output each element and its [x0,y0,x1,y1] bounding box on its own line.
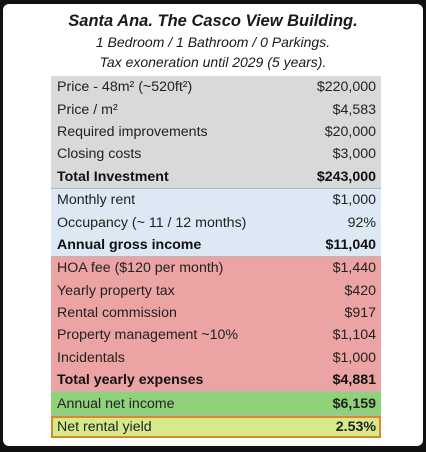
table-row-total-yearly-expenses: Total yearly expenses $4,881 [51,369,381,391]
row-label: Annual net income [57,395,175,412]
table-row-rental-commission: Rental commission $917 [51,302,381,324]
table-row-annual-net-income: Annual net income $6,159 [51,392,381,414]
row-value: $4,881 [332,372,376,389]
row-label: Required improvements [57,123,208,140]
row-label: Total Investment [57,168,169,185]
table-row-total-investment: Total Investment $243,000 [51,166,381,188]
row-label: Yearly property tax [57,282,175,299]
net-income-section: Annual net income $6,159 [51,392,381,416]
row-label: Net rental yield [57,419,152,436]
table-row-monthly-rent: Monthly rent $1,000 [51,189,381,211]
page-title: Santa Ana. The Casco View Building. [68,12,358,30]
table-row-occupancy: Occupancy (~ 11 / 12 months) 92% [51,211,381,233]
row-label: HOA fee ($120 per month) [57,260,224,277]
row-value: $220,000 [316,79,376,96]
row-label: Total yearly expenses [57,372,204,389]
slide-card: Santa Ana. The Casco View Building. 1 Be… [3,4,423,446]
row-value: $1,440 [332,260,376,277]
table-row-property-management: Property management ~10% $1,104 [51,324,381,346]
table-row-hoa-fee: HOA fee ($120 per month) $1,440 [51,257,381,279]
row-label: Annual gross income [57,236,202,253]
row-label: Incidentals [57,349,125,366]
row-label: Property management ~10% [57,327,238,344]
row-value: $1,000 [332,349,376,366]
investment-section: Price - 48m² (~520ft²) $220,000 Price / … [51,76,381,189]
row-value: $243,000 [316,168,376,185]
row-value: $1,000 [332,192,376,209]
table-row-incidentals: Incidentals $1,000 [51,347,381,369]
financial-table: Price - 48m² (~520ft²) $220,000 Price / … [51,76,381,439]
row-value: $6,159 [332,395,376,412]
table-row-property-tax: Yearly property tax $420 [51,280,381,302]
row-label: Price - 48m² (~520ft²) [57,79,193,96]
row-value: $917 [344,305,376,322]
income-section: Monthly rent $1,000 Occupancy (~ 11 / 12… [51,188,381,258]
table-row-closing-costs: Closing costs $3,000 [51,143,381,165]
row-label: Price / m² [57,101,118,118]
row-value: 92% [347,214,376,231]
row-label: Occupancy (~ 11 / 12 months) [57,214,247,231]
net-yield-section: Net rental yield 2.53% [51,415,381,439]
row-value: 2.53% [335,419,376,436]
header: Santa Ana. The Casco View Building. 1 Be… [3,4,423,72]
row-label: Rental commission [57,305,177,322]
property-details: 1 Bedroom / 1 Bathroom / 0 Parkings. [95,34,331,50]
table-row-price-per-m2: Price / m² $4,583 [51,98,381,120]
row-value: $3,000 [332,146,376,163]
row-value: $4,583 [332,101,376,118]
expenses-section: HOA fee ($120 per month) $1,440 Yearly p… [51,257,381,393]
table-row-net-rental-yield: Net rental yield 2.53% [51,416,381,438]
tax-exoneration-note: Tax exoneration until 2029 (5 years). [99,54,327,70]
row-label: Closing costs [57,146,142,163]
table-row-price: Price - 48m² (~520ft²) $220,000 [51,76,381,98]
row-value: $420 [344,282,376,299]
row-value: $1,104 [332,327,376,344]
row-label: Monthly rent [57,192,136,209]
table-row-annual-gross-income: Annual gross income $11,040 [51,234,381,256]
table-row-improvements: Required improvements $20,000 [51,121,381,143]
row-value: $20,000 [324,123,376,140]
row-value: $11,040 [325,236,376,253]
